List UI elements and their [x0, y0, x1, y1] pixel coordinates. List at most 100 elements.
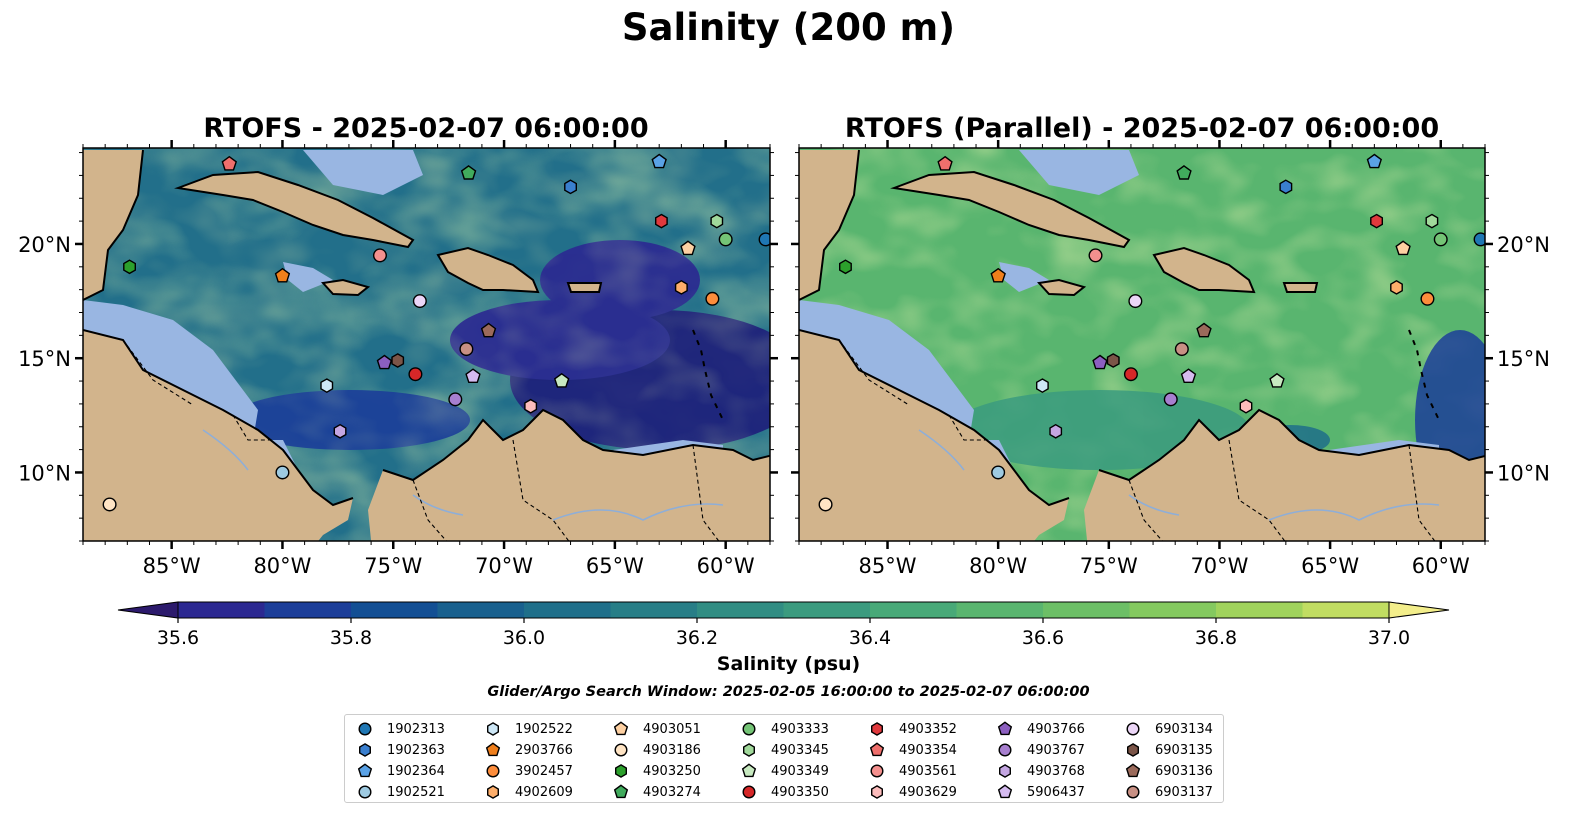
legend-label: 1902522	[515, 721, 573, 737]
legend-label: 6903134	[1155, 721, 1213, 737]
colorbar-bin	[437, 602, 525, 618]
x-tick-label: 85°W	[143, 554, 201, 578]
legend-marker	[613, 721, 629, 736]
float-marker-4903051	[1395, 240, 1411, 256]
legend-label: 4903629	[899, 784, 957, 800]
x-tick-label: 80°W	[253, 554, 311, 578]
legend-item: 3902457	[485, 761, 573, 781]
map-rtofs-parallel	[799, 148, 1485, 541]
legend-marker-icon	[1127, 743, 1140, 757]
float-marker-4903352	[655, 213, 668, 229]
y-tick-label: 10°N	[18, 461, 71, 485]
legend-label: 4903350	[771, 784, 829, 800]
legend-label: 1902363	[387, 742, 445, 758]
colorbar-tick-label: 36.0	[503, 627, 545, 649]
legend-marker-icon	[487, 722, 500, 736]
legend-marker	[485, 742, 501, 757]
legend-item: 4903768	[997, 761, 1085, 781]
figure-title: Salinity (200 m)	[621, 6, 956, 49]
float-marker-4903766	[1092, 354, 1108, 370]
float-marker-4903274	[460, 165, 477, 180]
map-panels: 85°W 80°W 75°W 70°W 65°W 60°W 10°N 15°N 20°N 85°…	[18, 140, 1550, 578]
legend-item: 1902363	[357, 740, 445, 760]
y-tick-label: 10°N	[1497, 461, 1550, 485]
legend-marker-icon	[999, 764, 1012, 778]
legend-item: 6903136	[1125, 761, 1213, 781]
legend-item: 6903134	[1125, 719, 1213, 739]
legend-label: 4903250	[643, 763, 701, 779]
markers-rtofs	[102, 153, 770, 512]
legend-item: 4903629	[869, 782, 957, 802]
legend-marker-icon	[998, 743, 1012, 757]
float-marker-1902363	[1279, 179, 1293, 195]
colorbar-tick-label: 35.6	[157, 627, 199, 649]
legend-item: 6903135	[1125, 740, 1213, 760]
colorbar-bin	[1216, 602, 1303, 618]
colorbar-tick-label: 35.8	[330, 627, 372, 649]
y-tick-label: 15°N	[1497, 347, 1550, 371]
legend-marker	[357, 763, 373, 778]
legend-label: 4903352	[899, 721, 957, 737]
float-marker-4903352	[1370, 213, 1384, 229]
float-marker-3902457	[705, 291, 720, 306]
colorbar-extend-low	[117, 601, 179, 619]
float-marker-3902457	[1420, 291, 1435, 306]
legend-label: 3902457	[515, 763, 573, 779]
legend-item: 4902609	[485, 782, 573, 802]
map-rtofs	[83, 148, 770, 541]
float-marker-6903134	[412, 294, 427, 309]
float-marker-4903561	[1088, 248, 1103, 263]
x-tick-label: 75°W	[364, 554, 422, 578]
legend-marker	[613, 784, 629, 799]
float-marker-4903349	[1269, 372, 1285, 388]
legend-marker	[1126, 722, 1140, 736]
float-marker-4903767	[448, 392, 463, 407]
float-marker-4903186	[102, 497, 117, 512]
y-tick-label: 20°N	[1497, 233, 1550, 257]
legend-marker	[742, 722, 756, 736]
legend-marker	[869, 742, 885, 757]
legend-marker-icon	[741, 763, 757, 778]
legend-marker	[358, 722, 372, 736]
colorbar-bin	[524, 602, 611, 618]
legend-marker	[997, 784, 1013, 799]
markers-rtofs-parallel	[818, 153, 1485, 512]
legend-marker	[871, 722, 884, 736]
x-tick-label: 60°W	[1412, 554, 1470, 578]
colorbar-bin	[1302, 602, 1390, 618]
axes-rtofs: 85°W 80°W 75°W 70°W 65°W 60°W 10°N 15°N 20°N	[18, 140, 778, 578]
legend-label: 4903766	[1027, 721, 1085, 737]
legend-item: 4903350	[741, 782, 829, 802]
legend-label: 4903274	[643, 784, 701, 800]
legend-marker-icon	[614, 743, 628, 757]
colorbar-bin	[264, 602, 352, 618]
legend-item: 1902364	[357, 761, 445, 781]
legend-marker	[486, 764, 500, 778]
float-marker-6903137	[459, 342, 474, 357]
legend-marker	[998, 743, 1012, 757]
float-marker-2903766	[274, 267, 291, 283]
legend: 1902313 1902363 1902364 1902521 1902522 29037…	[344, 714, 1224, 803]
legend-marker	[615, 764, 628, 778]
float-marker-1902363	[564, 179, 577, 195]
legend-marker-icon	[615, 764, 628, 778]
x-tick-label: 85°W	[859, 554, 917, 578]
legend-marker-icon	[870, 764, 884, 778]
colorbar-bin	[697, 602, 784, 618]
legend-marker-icon	[743, 743, 756, 757]
colorbar-bin	[870, 602, 957, 618]
float-marker-1902522	[320, 378, 334, 394]
colorbar-tick-label: 36.2	[676, 627, 718, 649]
legend-marker-icon	[486, 764, 500, 778]
legend-item: 4903352	[869, 719, 957, 739]
legend-item: 1902313	[357, 719, 445, 739]
legend-marker	[999, 764, 1012, 778]
float-marker-6903135	[391, 353, 405, 368]
legend-label: 5906437	[1027, 784, 1085, 800]
legend-marker-icon	[1125, 763, 1141, 778]
legend-label: 4902609	[515, 784, 573, 800]
float-marker-4903350	[408, 367, 423, 382]
legend-label: 4903345	[771, 742, 829, 758]
legend-label: 4903349	[771, 763, 829, 779]
float-marker-4903629	[524, 398, 538, 414]
